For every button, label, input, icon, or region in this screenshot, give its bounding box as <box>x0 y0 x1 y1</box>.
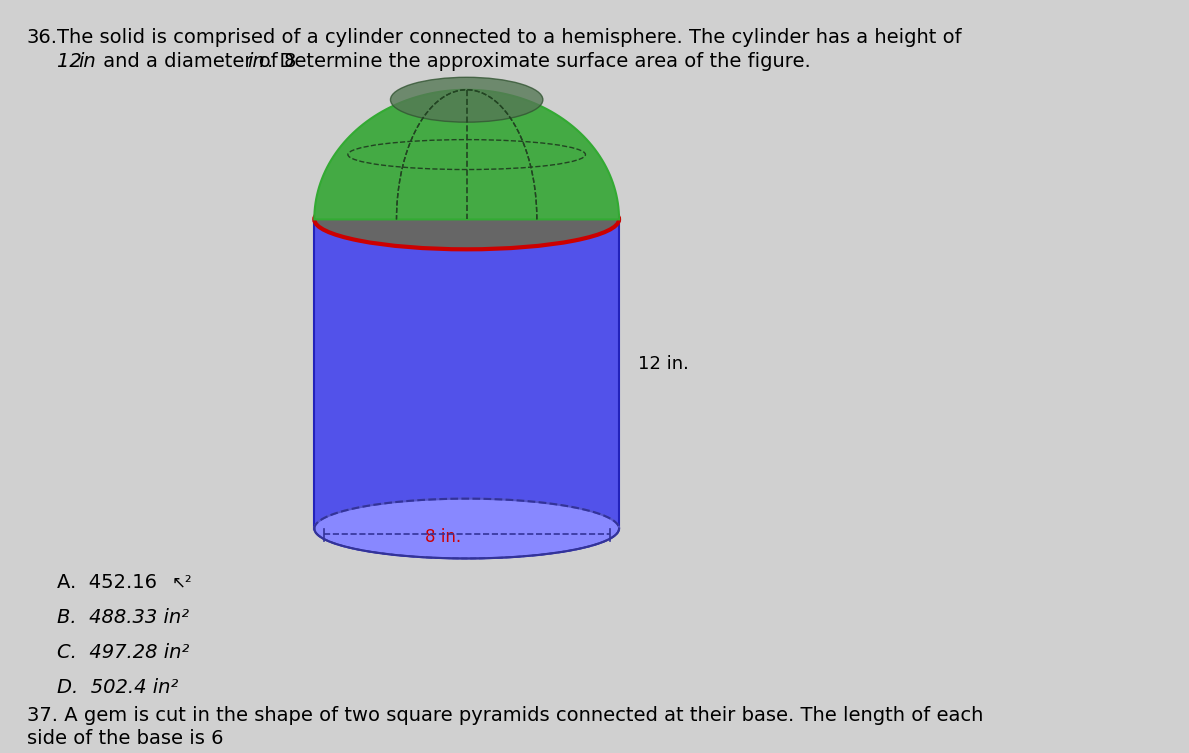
Text: D.  502.4 in²: D. 502.4 in² <box>57 678 178 697</box>
Ellipse shape <box>314 190 619 249</box>
Text: . Determine the approximate surface area of the figure.: . Determine the approximate surface area… <box>266 52 811 71</box>
Text: and a diameter of 8: and a diameter of 8 <box>97 52 303 71</box>
Text: 12: 12 <box>57 52 88 71</box>
Polygon shape <box>314 219 619 529</box>
Text: side of the base is 6: side of the base is 6 <box>26 729 224 748</box>
Text: 37. A gem is cut in the shape of two square pyramids connected at their base. Th: 37. A gem is cut in the shape of two squ… <box>26 706 983 725</box>
Ellipse shape <box>390 78 543 122</box>
Polygon shape <box>314 90 619 219</box>
Text: B.  488.33 in²: B. 488.33 in² <box>57 608 189 627</box>
Text: A.  452.16: A. 452.16 <box>57 574 163 593</box>
Ellipse shape <box>314 498 619 559</box>
Text: ↖²: ↖² <box>171 574 193 591</box>
Text: C.  497.28 in²: C. 497.28 in² <box>57 643 189 662</box>
Text: The solid is comprised of a cylinder connected to a hemisphere. The cylinder has: The solid is comprised of a cylinder con… <box>57 28 962 47</box>
Text: 8 in.: 8 in. <box>424 528 461 545</box>
Text: 12 in.: 12 in. <box>638 355 688 373</box>
Text: 36.: 36. <box>26 28 58 47</box>
Text: in: in <box>247 52 265 71</box>
Text: in: in <box>78 52 96 71</box>
